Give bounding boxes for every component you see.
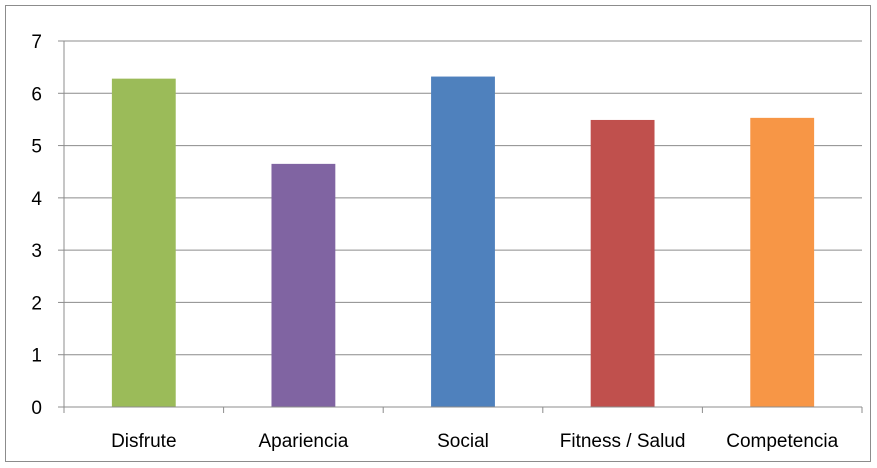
bar-competencia (750, 118, 814, 407)
y-tick-label: 5 (31, 137, 42, 158)
y-tick-label: 0 (31, 398, 42, 419)
y-tick-label: 3 (31, 241, 42, 262)
x-tick-label: Fitness / Salud (560, 431, 686, 452)
bar-fitness-salud (591, 120, 655, 407)
bar-disfrute (112, 79, 176, 407)
y-tick-label: 6 (31, 84, 42, 105)
x-tick-label: Disfrute (111, 431, 176, 452)
y-tick-label: 1 (31, 346, 42, 367)
bar-apariencia (271, 164, 335, 407)
y-tick-label: 2 (31, 293, 42, 314)
bar-social (431, 77, 495, 407)
y-tick-labels: 0 1 2 3 4 5 6 7 (31, 32, 42, 419)
y-tick-label: 7 (31, 32, 42, 53)
x-tick-label: Social (437, 431, 489, 452)
bars (112, 77, 814, 407)
y-tick-label: 4 (31, 189, 42, 210)
x-tick-labels: Disfrute Apariencia Social Fitness / Salud C… (111, 431, 839, 452)
x-tick-label: Competencia (726, 431, 838, 452)
x-tick-label: Apariencia (259, 431, 349, 452)
